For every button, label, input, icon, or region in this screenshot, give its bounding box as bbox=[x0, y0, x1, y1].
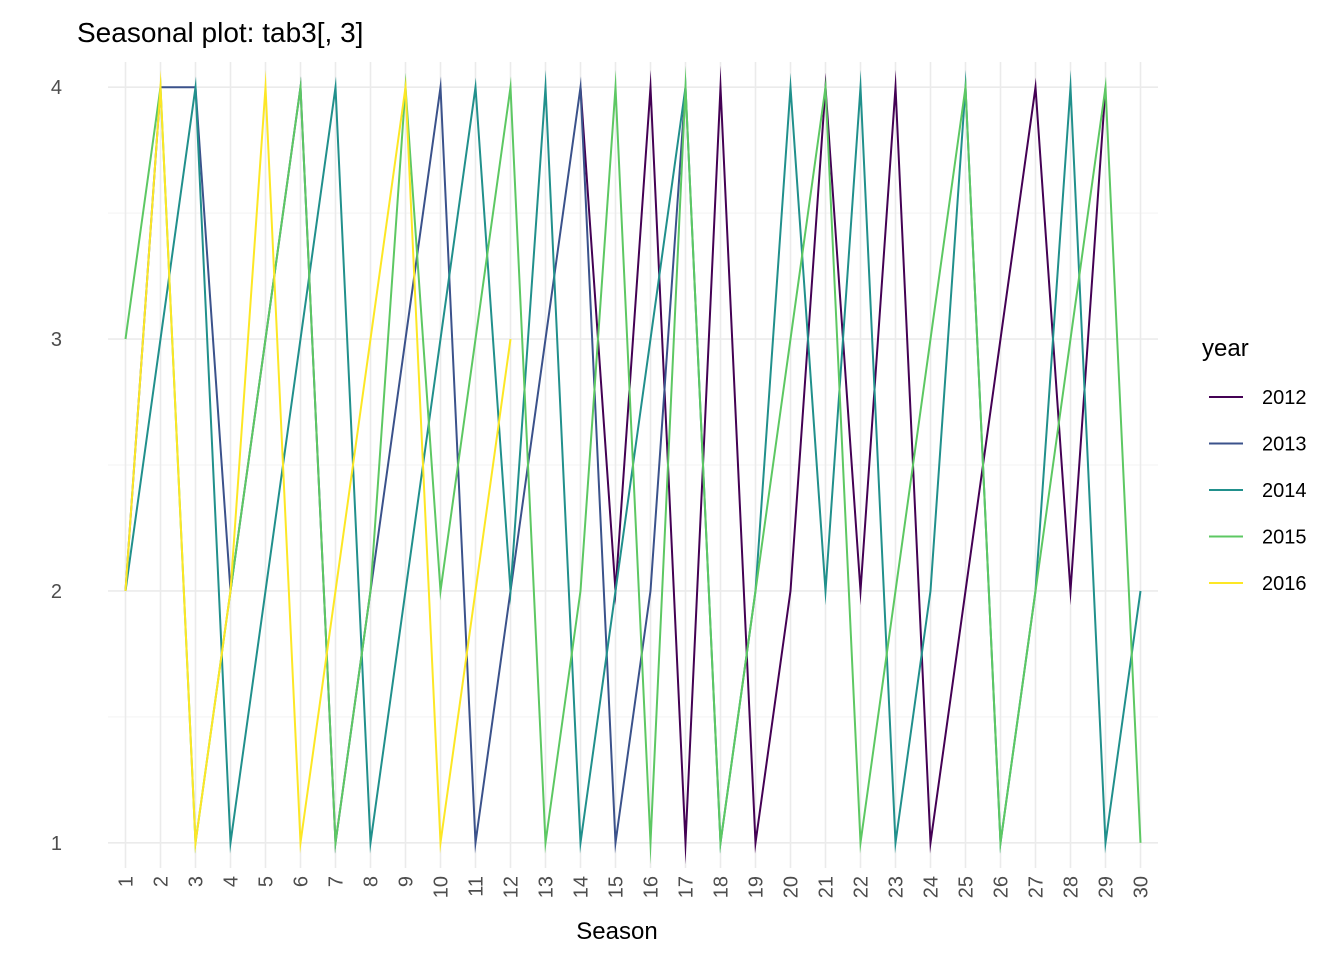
x-tick-label: 14 bbox=[571, 876, 593, 898]
x-tick-label: 2 bbox=[151, 876, 173, 887]
major-gridlines bbox=[108, 62, 1158, 868]
x-tick-label: 27 bbox=[1026, 876, 1048, 898]
legend-title: year bbox=[1202, 335, 1249, 362]
x-tick-label: 5 bbox=[256, 876, 278, 887]
x-tick-label: 18 bbox=[711, 876, 733, 898]
y-axis-tick-labels: 1 2 3 4 bbox=[51, 77, 62, 855]
x-tick-label: 16 bbox=[641, 876, 663, 898]
legend-items: 2012 2013 2014 2015 2016 bbox=[1209, 387, 1307, 595]
series-line-2016 bbox=[124, 69, 512, 854]
x-tick-label: 15 bbox=[606, 876, 628, 898]
x-tick-label: 22 bbox=[851, 876, 873, 898]
y-tick-label: 2 bbox=[51, 581, 62, 603]
x-tick-label: 3 bbox=[186, 876, 208, 887]
x-tick-label: 10 bbox=[431, 876, 453, 898]
x-tick-label: 12 bbox=[501, 876, 523, 898]
legend-label-2016: 2016 bbox=[1262, 573, 1307, 595]
x-tick-label: 30 bbox=[1131, 876, 1153, 898]
x-tick-label: 6 bbox=[291, 876, 313, 887]
y-tick-label: 1 bbox=[51, 833, 62, 855]
legend-label-2014: 2014 bbox=[1262, 480, 1307, 502]
y-tick-label: 3 bbox=[51, 329, 62, 351]
x-tick-label: 19 bbox=[746, 876, 768, 898]
x-tick-label: 4 bbox=[221, 876, 243, 887]
series-line-2015 bbox=[124, 65, 1142, 865]
x-tick-label: 21 bbox=[816, 876, 838, 898]
x-axis-title: Season bbox=[576, 918, 657, 945]
x-tick-label: 9 bbox=[396, 876, 418, 887]
x-tick-label: 29 bbox=[1096, 876, 1118, 898]
x-tick-label: 11 bbox=[466, 876, 488, 897]
legend: year 2012 2013 2014 2015 2016 bbox=[1202, 335, 1307, 595]
legend-label-2012: 2012 bbox=[1262, 387, 1307, 409]
series-line-2013 bbox=[124, 76, 687, 854]
x-tick-label: 1 bbox=[116, 876, 138, 887]
y-tick-label: 4 bbox=[51, 77, 62, 99]
x-axis-tick-labels: 1 2 3 4 5 6 7 8 9 10 11 12 13 14 15 16 17 18 19 20 21 22 23 24 2… bbox=[116, 876, 1153, 898]
chart-title: Seasonal plot: tab3[, 3] bbox=[77, 17, 363, 48]
x-tick-label: 7 bbox=[326, 876, 348, 887]
x-tick-label: 17 bbox=[676, 876, 698, 898]
series-lines bbox=[124, 65, 1142, 865]
x-tick-label: 13 bbox=[536, 876, 558, 898]
legend-label-2013: 2013 bbox=[1262, 434, 1307, 456]
x-tick-label: 26 bbox=[991, 876, 1013, 898]
x-tick-label: 28 bbox=[1061, 876, 1083, 898]
x-tick-label: 23 bbox=[886, 876, 908, 898]
legend-label-2015: 2015 bbox=[1262, 527, 1307, 549]
x-tick-label: 8 bbox=[361, 876, 383, 887]
x-tick-label: 24 bbox=[921, 876, 943, 898]
x-tick-label: 20 bbox=[781, 876, 803, 898]
x-tick-label: 25 bbox=[956, 876, 978, 898]
